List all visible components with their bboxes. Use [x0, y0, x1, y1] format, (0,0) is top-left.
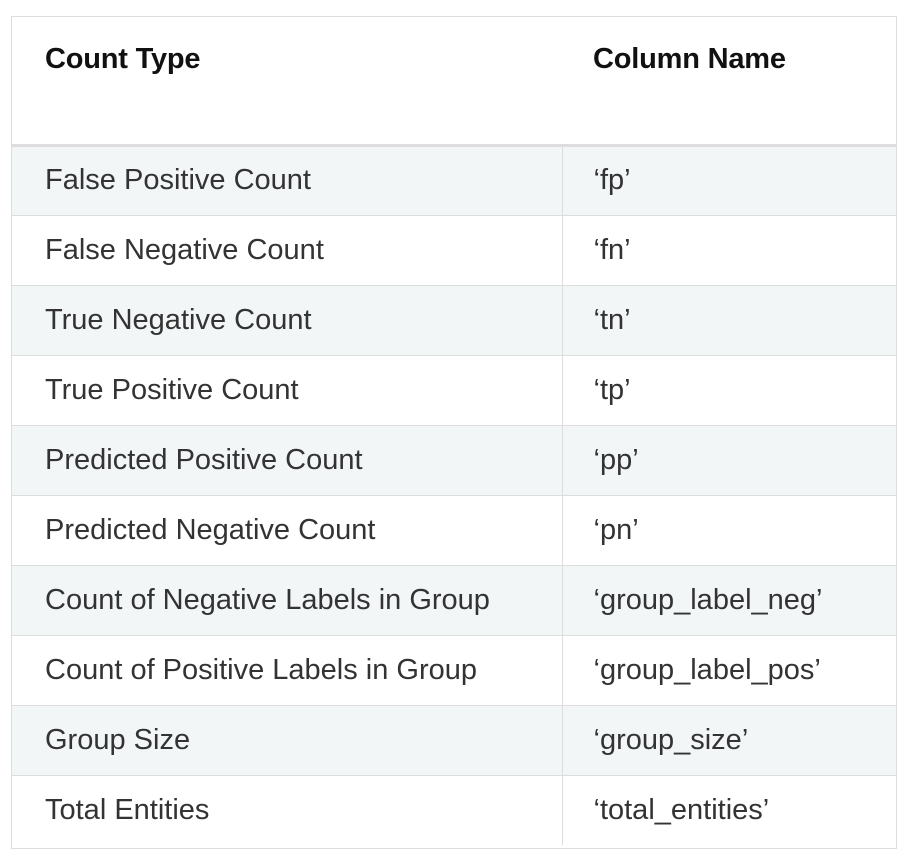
count-type-table-container: Count Type Column Name False Positive Co…	[11, 16, 897, 849]
table-row: Count of Positive Labels in Group ‘group…	[12, 634, 896, 705]
count-type-table: Count Type Column Name False Positive Co…	[12, 17, 896, 845]
table-row: Predicted Negative Count ‘pn’	[12, 494, 896, 565]
column-name-cell: ‘group_label_pos’	[561, 634, 896, 705]
table-body: False Positive Count ‘fp’ False Negative…	[12, 145, 896, 845]
header-row: Count Type Column Name	[12, 17, 896, 147]
count-type-cell: False Negative Count	[12, 214, 562, 285]
table-row: False Positive Count ‘fp’	[12, 145, 896, 215]
count-type-cell: Group Size	[12, 704, 562, 775]
table-row: Predicted Positive Count ‘pp’	[12, 424, 896, 495]
header-column-name: Column Name	[562, 17, 896, 147]
column-name-cell: ‘fn’	[561, 214, 896, 285]
count-type-cell: True Negative Count	[12, 284, 562, 355]
table-row: True Negative Count ‘tn’	[12, 284, 896, 355]
count-type-cell: Count of Positive Labels in Group	[12, 634, 562, 705]
column-name-cell: ‘pp’	[561, 424, 896, 495]
header-count-type: Count Type	[12, 17, 562, 147]
table-row: Total Entities ‘total_entities’	[12, 774, 896, 845]
count-type-cell: False Positive Count	[12, 145, 562, 215]
count-type-cell: True Positive Count	[12, 354, 562, 425]
table-header: Count Type Column Name	[12, 17, 896, 147]
column-name-cell: ‘total_entities’	[561, 774, 896, 845]
table-row: False Negative Count ‘fn’	[12, 214, 896, 285]
count-type-cell: Predicted Negative Count	[12, 494, 562, 565]
count-type-cell: Predicted Positive Count	[12, 424, 562, 495]
column-name-cell: ‘tp’	[561, 354, 896, 425]
count-type-cell: Count of Negative Labels in Group	[12, 564, 562, 635]
table-row: Group Size ‘group_size’	[12, 704, 896, 775]
column-name-cell: ‘tn’	[561, 284, 896, 355]
count-type-cell: Total Entities	[12, 774, 562, 845]
column-name-cell: ‘pn’	[561, 494, 896, 565]
table-row: True Positive Count ‘tp’	[12, 354, 896, 425]
column-name-cell: ‘fp’	[561, 145, 896, 215]
column-name-cell: ‘group_label_neg’	[561, 564, 896, 635]
column-name-cell: ‘group_size’	[561, 704, 896, 775]
table-row: Count of Negative Labels in Group ‘group…	[12, 564, 896, 635]
